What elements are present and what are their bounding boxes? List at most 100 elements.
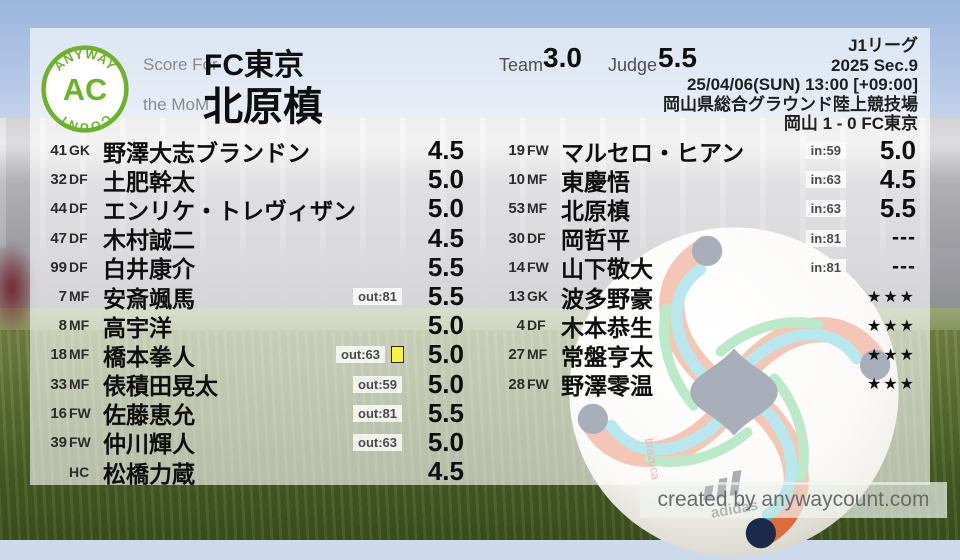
player-row: 27 MF 常盤亨太 ★★★ [498, 340, 916, 370]
subs-list: 19 FW マルセロ・ヒアン in:59 5.0 10 MF 東慶悟 in:63 4.5 53 MF 北… [498, 135, 916, 399]
substitution-badge: out:59 [353, 375, 402, 393]
yellow-card-icon [391, 346, 404, 364]
player-number-position: 7 MF [58, 288, 90, 306]
player-rating: 5.0 [427, 368, 464, 399]
player-row: 30 DF 岡哲平 in:81 --- [498, 224, 916, 253]
mom-name: 北原槙 [203, 85, 323, 129]
player-row: 4 DF 木本恭生 ★★★ [498, 311, 916, 341]
player-rating: 5.0 [427, 193, 464, 224]
player-row: 99 DF 白井康介 5.5 [40, 251, 464, 283]
player-number-position: 99 DF [50, 258, 88, 276]
player-number-position: 47 DF [50, 229, 88, 247]
player-row: 8 MF 高宇洋 5.0 [40, 310, 464, 341]
player-number-position: HC [69, 463, 90, 480]
player-name: 仲川輝人 [103, 431, 195, 458]
anywaycount-logo: ANYWAY COUNT AC [41, 45, 129, 134]
player-row: 39 FW 仲川輝人 out:63 5.0 [40, 426, 464, 458]
substitution-badge: in:81 [805, 229, 846, 247]
league-name: J1リーグ [848, 36, 918, 55]
starters-list: 41 GK 野澤大志ブランドン 4.5 32 DF 土肥幹太 5.0 44 DF エンリケ・トレヴィ… [40, 135, 464, 487]
player-name: 野澤零温 [561, 373, 653, 400]
player-number-position: 27 MF [508, 346, 548, 364]
player-name: 木本恭生 [561, 314, 653, 341]
player-rating: 4.5 [427, 222, 464, 253]
player-number-position: 39 FW [50, 433, 91, 451]
player-name: 俵積田晃太 [103, 373, 218, 400]
player-row: 32 DF 土肥幹太 5.0 [40, 164, 464, 195]
substitution-badge: in:81 [805, 258, 846, 276]
player-row: 18 MF 橋本拳人 out:63 5.0 [40, 339, 464, 370]
player-name: 北原槙 [561, 197, 630, 224]
player-row: 41 GK 野澤大志ブランドン 4.5 [40, 135, 464, 166]
player-name: 山下敬大 [561, 256, 653, 283]
player-rating: --- [892, 255, 916, 279]
player-rating: 5.5 [879, 193, 916, 224]
player-number-position: 8 MF [58, 317, 90, 335]
player-row: 44 DF エンリケ・トレヴィザン 5.0 [40, 193, 464, 224]
substitution-badge: out:81 [353, 288, 402, 306]
player-rating: 5.5 [427, 251, 464, 282]
player-row: 28 FW 野澤零温 ★★★ [498, 370, 916, 399]
player-rating: 5.0 [427, 310, 464, 341]
player-name: 野澤大志ブランドン [103, 139, 310, 166]
player-number-position: 16 FW [50, 404, 91, 422]
player-rating: ★★★ [866, 376, 916, 394]
player-name: 東慶悟 [561, 168, 630, 195]
player-number-position: 13 GK [508, 288, 548, 306]
player-name: 土肥幹太 [103, 168, 195, 195]
match-result: 岡山 1 - 0 FC東京 [783, 114, 918, 133]
player-number-position: 18 MF [50, 346, 90, 364]
player-number-position: 30 DF [508, 229, 546, 247]
team-name: FC東京 [204, 49, 304, 82]
player-rating: 4.5 [427, 135, 464, 166]
player-name: 白井康介 [103, 256, 195, 283]
player-row: 19 FW マルセロ・ヒアン in:59 5.0 [498, 135, 916, 166]
player-row: 13 GK 波多野豪 ★★★ [498, 282, 916, 312]
credit-box: created by anywaycount.com [640, 482, 947, 518]
team-score-label: Team [499, 55, 544, 75]
player-rating: 5.0 [427, 164, 464, 195]
mom-label: the MoM [143, 95, 210, 114]
player-rating: 4.5 [879, 164, 916, 195]
player-number-position: 41 GK [50, 142, 90, 160]
player-name: 木村誠二 [103, 227, 195, 254]
player-rating: ★★★ [866, 346, 916, 364]
player-name: 岡哲平 [561, 227, 630, 254]
player-row: 16 FW 佐藤恵允 out:81 5.5 [40, 397, 464, 429]
credit-text: created by anywaycount.com [657, 488, 930, 511]
player-number-position: 19 FW [508, 142, 549, 160]
player-rating: 5.5 [427, 281, 464, 312]
player-number-position: 10 MF [508, 171, 548, 189]
player-name: 常盤亨太 [561, 343, 653, 370]
player-number-position: 4 DF [516, 317, 546, 335]
judge-score-label: Judge [608, 55, 658, 75]
player-name: 高宇洋 [103, 314, 172, 341]
player-row: 33 MF 俵積田晃太 out:59 5.0 [40, 368, 464, 400]
player-row: 53 MF 北原槙 in:63 5.5 [498, 193, 916, 224]
svg-text:AC: AC [63, 73, 107, 107]
content-panel [30, 28, 930, 485]
substitution-badge: in:63 [805, 200, 846, 218]
player-rating: 5.0 [879, 135, 916, 166]
player-name: 松橋力蔵 [103, 460, 195, 487]
judge-score-value: 5.5 [658, 42, 697, 73]
substitution-badge: in:59 [805, 142, 846, 160]
player-number-position: 53 MF [508, 200, 548, 218]
player-row: 47 DF 木村誠二 4.5 [40, 222, 464, 254]
player-name: 橋本拳人 [103, 343, 195, 370]
venue: 岡山県総合グラウンド陸上競技場 [663, 94, 918, 114]
player-rating: 5.0 [427, 339, 464, 370]
player-name: 佐藤恵允 [103, 402, 195, 429]
player-rating: 5.5 [427, 397, 464, 428]
team-score-value: 3.0 [543, 42, 582, 73]
player-number-position: 14 FW [508, 258, 549, 276]
player-rating: 5.0 [427, 426, 464, 457]
match-datetime: 25/04/06(SUN) 13:00 [+09:00] [686, 75, 918, 94]
score-for-label: Score For [143, 55, 218, 74]
player-row: 7 MF 安斎颯馬 out:81 5.5 [40, 281, 464, 312]
svg-text:COUNT: COUNT [56, 112, 114, 134]
player-name: 安斎颯馬 [103, 285, 195, 312]
player-rating: 4.5 [427, 456, 464, 487]
player-name: エンリケ・トレヴィザン [103, 197, 356, 224]
substitution-badge: in:63 [805, 171, 846, 189]
